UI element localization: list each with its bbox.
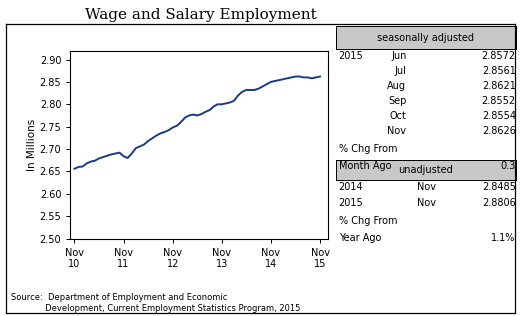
Y-axis label: In Millions: In Millions bbox=[27, 118, 37, 171]
Text: Jun: Jun bbox=[391, 51, 406, 61]
Text: % Chg From: % Chg From bbox=[339, 216, 397, 226]
Text: 2.8621: 2.8621 bbox=[482, 81, 516, 91]
Text: Aug: Aug bbox=[388, 81, 406, 91]
Text: Month Ago: Month Ago bbox=[339, 161, 391, 171]
Text: unadjusted: unadjusted bbox=[399, 165, 453, 175]
Text: Oct: Oct bbox=[390, 111, 406, 121]
Text: 2.8572: 2.8572 bbox=[482, 51, 516, 61]
Text: Jul: Jul bbox=[394, 66, 406, 76]
Text: 2.8552: 2.8552 bbox=[482, 96, 516, 106]
Text: % Chg From: % Chg From bbox=[339, 144, 397, 154]
Text: Nov: Nov bbox=[417, 182, 436, 192]
Text: Nov: Nov bbox=[417, 198, 436, 208]
Text: 2015: 2015 bbox=[339, 198, 364, 208]
Text: seasonally adjusted: seasonally adjusted bbox=[377, 33, 475, 43]
Text: 2014: 2014 bbox=[339, 182, 363, 192]
Text: 2.8806: 2.8806 bbox=[482, 198, 516, 208]
Text: 1.1%: 1.1% bbox=[491, 233, 516, 243]
Text: Source:  Department of Employment and Economic
             Development, Current: Source: Department of Employment and Eco… bbox=[11, 294, 301, 313]
Text: Wage and Salary Employment: Wage and Salary Employment bbox=[85, 8, 316, 22]
Text: Nov: Nov bbox=[388, 126, 406, 137]
Text: Sep: Sep bbox=[388, 96, 406, 106]
Text: 2015: 2015 bbox=[339, 51, 364, 61]
Text: 2.8485: 2.8485 bbox=[482, 182, 516, 192]
Text: 2.8561: 2.8561 bbox=[482, 66, 516, 76]
Text: Year Ago: Year Ago bbox=[339, 233, 381, 243]
Text: 0.3: 0.3 bbox=[501, 161, 516, 171]
Text: 2.8626: 2.8626 bbox=[482, 126, 516, 137]
Text: 2.8554: 2.8554 bbox=[482, 111, 516, 121]
